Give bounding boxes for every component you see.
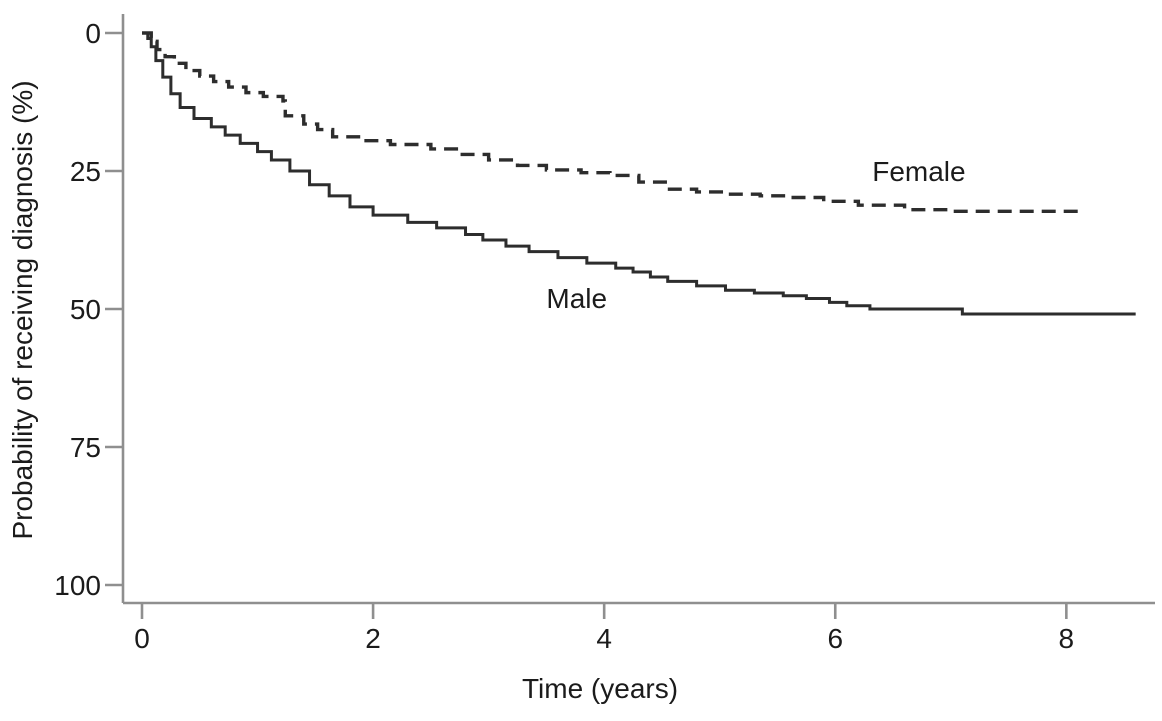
male-curve	[142, 31, 1136, 316]
female-label: Female	[872, 156, 965, 187]
female-curve	[142, 31, 1080, 213]
x-tick-label: 8	[1059, 623, 1075, 654]
x-tick-label: 6	[827, 623, 843, 654]
y-axis-title: Probability of receiving diagnosis (%)	[7, 80, 38, 540]
x-tick-label: 4	[596, 623, 612, 654]
male-label: Male	[546, 283, 607, 314]
y-tick-label: 50	[70, 294, 101, 325]
y-tick-label: 100	[54, 570, 101, 601]
x-tick-label: 2	[365, 623, 381, 654]
y-tick-label: 75	[70, 432, 101, 463]
y-tick-label: 25	[70, 156, 101, 187]
x-tick-label: 0	[134, 623, 150, 654]
y-tick-label: 0	[85, 18, 101, 49]
x-axis-title: Time (years)	[521, 673, 679, 704]
